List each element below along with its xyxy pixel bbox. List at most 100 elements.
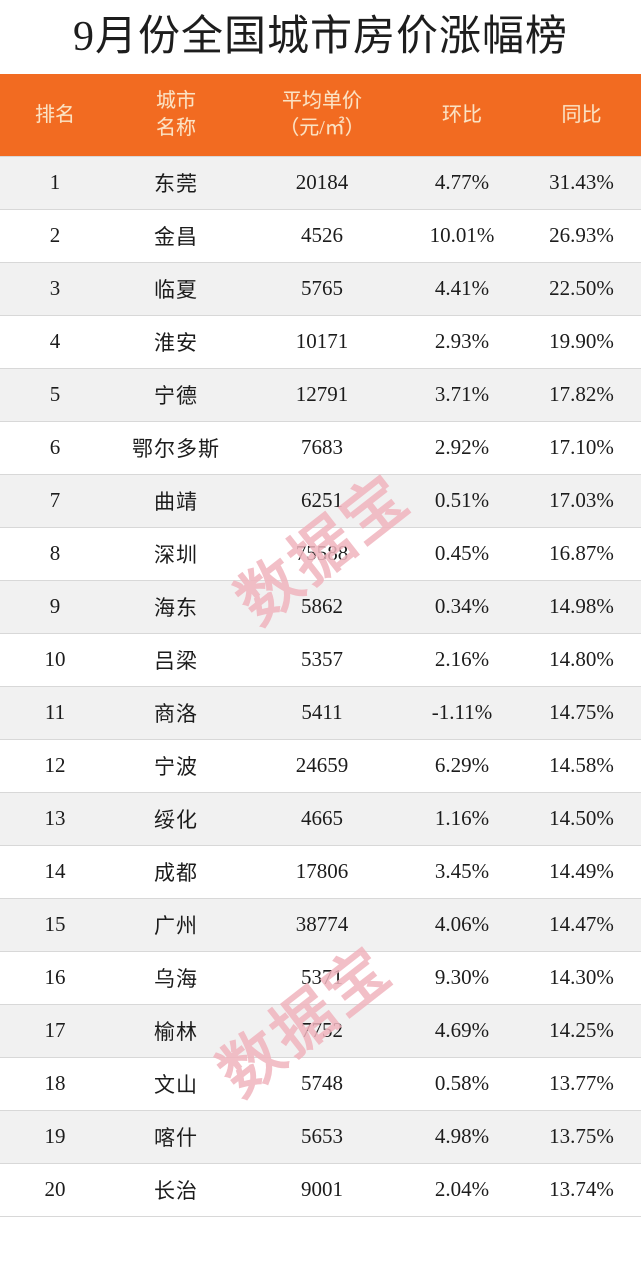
cell-rank: 19 — [0, 1109, 110, 1164]
cell-city-name: 宁德 — [110, 367, 242, 422]
cell-average-price: 17806 — [242, 844, 402, 899]
cell-rank: 5 — [0, 367, 110, 422]
cell-month-over-month: 4.06% — [402, 897, 522, 952]
cell-city-name: 乌海 — [110, 950, 242, 1005]
column-header-city: 城市 名称 — [110, 74, 242, 156]
table-row: 20 长治 9001 2.04% 13.74% — [0, 1162, 641, 1217]
cell-rank: 9 — [0, 579, 110, 634]
cell-year-over-year: 26.93% — [522, 208, 641, 263]
cell-city-name: 绥化 — [110, 791, 242, 846]
cell-average-price: 20184 — [242, 155, 402, 210]
cell-average-price: 4665 — [242, 791, 402, 846]
cell-month-over-month: 4.69% — [402, 1003, 522, 1058]
cell-rank: 16 — [0, 950, 110, 1005]
cell-average-price: 75588 — [242, 526, 402, 581]
cell-rank: 3 — [0, 261, 110, 316]
cell-month-over-month: 0.51% — [402, 473, 522, 528]
cell-month-over-month: 0.34% — [402, 579, 522, 634]
cell-rank: 14 — [0, 844, 110, 899]
cell-city-name: 文山 — [110, 1056, 242, 1111]
cell-year-over-year: 14.49% — [522, 844, 641, 899]
cell-average-price: 6251 — [242, 473, 402, 528]
cell-year-over-year: 17.10% — [522, 420, 641, 475]
cell-city-name: 喀什 — [110, 1109, 242, 1164]
table-row: 17 榆林 7752 4.69% 14.25% — [0, 1003, 641, 1058]
cell-year-over-year: 17.03% — [522, 473, 641, 528]
page-title-bar: 9月份全国城市房价涨幅榜 — [0, 0, 641, 74]
table-row: 6 鄂尔多斯 7683 2.92% 17.10% — [0, 420, 641, 475]
cell-year-over-year: 14.25% — [522, 1003, 641, 1058]
column-header-mom-line1: 环比 — [442, 103, 482, 126]
cell-year-over-year: 16.87% — [522, 526, 641, 581]
table-row: 9 海东 5862 0.34% 14.98% — [0, 579, 641, 634]
column-header-rank-line1: 排名 — [35, 103, 75, 126]
cell-year-over-year: 14.58% — [522, 738, 641, 793]
cell-month-over-month: 2.92% — [402, 420, 522, 475]
cell-average-price: 5862 — [242, 579, 402, 634]
cell-city-name: 成都 — [110, 844, 242, 899]
cell-month-over-month: 2.04% — [402, 1162, 522, 1217]
cell-average-price: 5765 — [242, 261, 402, 316]
cell-year-over-year: 13.75% — [522, 1109, 641, 1164]
cell-month-over-month: 6.29% — [402, 738, 522, 793]
cell-month-over-month: 2.16% — [402, 632, 522, 687]
table-header-row: 排名 城市 名称 平均单价 （元/㎡） 环比 同比 — [0, 74, 641, 156]
cell-average-price: 5411 — [242, 685, 402, 740]
cell-month-over-month: 4.98% — [402, 1109, 522, 1164]
table-row: 16 乌海 5371 9.30% 14.30% — [0, 950, 641, 1005]
cell-year-over-year: 13.77% — [522, 1056, 641, 1111]
cell-average-price: 5357 — [242, 632, 402, 687]
cell-average-price: 10171 — [242, 314, 402, 369]
cell-year-over-year: 13.74% — [522, 1162, 641, 1217]
cell-year-over-year: 14.47% — [522, 897, 641, 952]
cell-rank: 8 — [0, 526, 110, 581]
cell-city-name: 宁波 — [110, 738, 242, 793]
column-header-yoy-line1: 同比 — [561, 103, 602, 126]
cell-rank: 13 — [0, 791, 110, 846]
cell-average-price: 5653 — [242, 1109, 402, 1164]
table-row: 12 宁波 24659 6.29% 14.58% — [0, 738, 641, 793]
cell-average-price: 24659 — [242, 738, 402, 793]
cell-month-over-month: 3.71% — [402, 367, 522, 422]
cell-year-over-year: 14.75% — [522, 685, 641, 740]
cell-month-over-month: 0.45% — [402, 526, 522, 581]
cell-city-name: 海东 — [110, 579, 242, 634]
column-header-price-line2: （元/㎡） — [279, 116, 365, 139]
cell-city-name: 吕梁 — [110, 632, 242, 687]
cell-year-over-year: 14.30% — [522, 950, 641, 1005]
column-header-yoy: 同比 — [522, 74, 641, 156]
cell-city-name: 东莞 — [110, 155, 242, 210]
table-row: 8 深圳 75588 0.45% 16.87% — [0, 526, 641, 581]
table-header: 排名 城市 名称 平均单价 （元/㎡） 环比 同比 — [0, 74, 641, 156]
table-row: 3 临夏 5765 4.41% 22.50% — [0, 261, 641, 316]
table-row: 10 吕梁 5357 2.16% 14.80% — [0, 632, 641, 687]
table-row: 1 东莞 20184 4.77% 31.43% — [0, 155, 641, 210]
cell-rank: 2 — [0, 208, 110, 263]
table-row: 13 绥化 4665 1.16% 14.50% — [0, 791, 641, 846]
cell-rank: 20 — [0, 1162, 110, 1217]
cell-year-over-year: 22.50% — [522, 261, 641, 316]
cell-month-over-month: 0.58% — [402, 1056, 522, 1111]
cell-rank: 17 — [0, 1003, 110, 1058]
cell-average-price: 9001 — [242, 1162, 402, 1217]
cell-month-over-month: 1.16% — [402, 791, 522, 846]
cell-average-price: 12791 — [242, 367, 402, 422]
cell-month-over-month: 2.93% — [402, 314, 522, 369]
cell-month-over-month: 4.77% — [402, 155, 522, 210]
table-row: 7 曲靖 6251 0.51% 17.03% — [0, 473, 641, 528]
cell-city-name: 长治 — [110, 1162, 242, 1217]
cell-rank: 6 — [0, 420, 110, 475]
cell-rank: 7 — [0, 473, 110, 528]
column-header-price-line1: 平均单价 — [282, 90, 362, 113]
table-body: 1 东莞 20184 4.77% 31.43% 2 金昌 4526 10.01% 26.93% 3 临… — [0, 155, 641, 1217]
cell-rank: 1 — [0, 155, 110, 210]
table-row: 11 商洛 5411 -1.11% 14.75% — [0, 685, 641, 740]
cell-year-over-year: 19.90% — [522, 314, 641, 369]
cell-city-name: 淮安 — [110, 314, 242, 369]
cell-year-over-year: 31.43% — [522, 155, 641, 210]
cell-rank: 12 — [0, 738, 110, 793]
cell-rank: 4 — [0, 314, 110, 369]
table-row: 15 广州 38774 4.06% 14.47% — [0, 897, 641, 952]
cell-average-price: 5748 — [242, 1056, 402, 1111]
